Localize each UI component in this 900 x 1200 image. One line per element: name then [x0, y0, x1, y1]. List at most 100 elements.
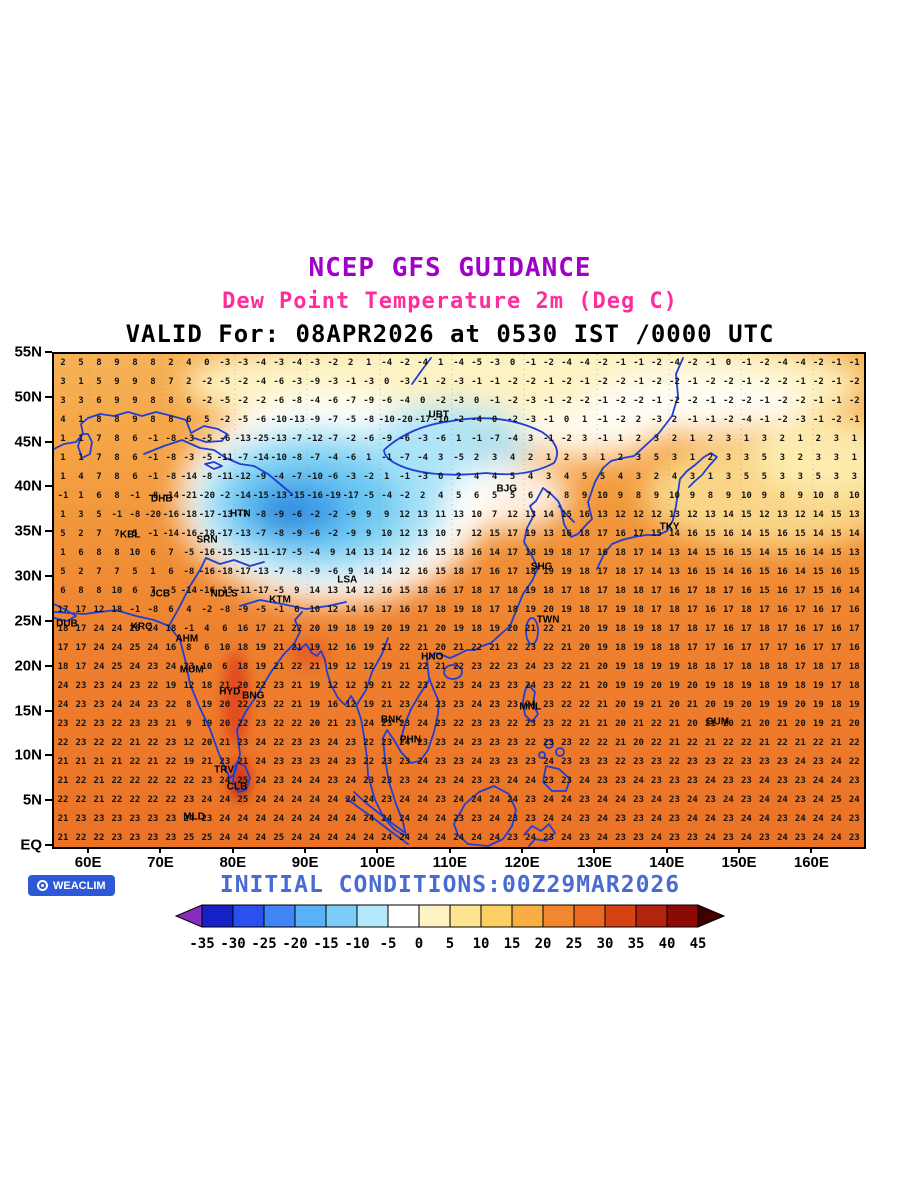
dewpoint-value: 6 — [96, 491, 102, 502]
dewpoint-value: 18 — [471, 586, 483, 597]
dewpoint-value: 3 — [725, 472, 732, 483]
x-axis-label: 140E — [649, 854, 685, 871]
dewpoint-value: -6 — [327, 396, 339, 407]
dewpoint-value: 6 — [168, 604, 174, 615]
dewpoint-value: -2 — [705, 377, 716, 388]
dewpoint-value: -4 — [291, 358, 303, 369]
dewpoint-value: 17 — [830, 642, 842, 653]
dewpoint-value: 24 — [471, 699, 483, 710]
dewpoint-value: 23 — [93, 813, 105, 824]
dewpoint-value: 24 — [255, 832, 267, 843]
dewpoint-value: -1 — [830, 377, 842, 388]
dewpoint-value: 9 — [653, 491, 660, 502]
dewpoint-value: 18 — [579, 604, 590, 615]
city-label: MLD — [183, 811, 205, 823]
colorbar-tick-label: 30 — [597, 936, 614, 952]
dewpoint-value: 16 — [776, 567, 788, 578]
dewpoint-value: 18 — [471, 623, 483, 634]
dewpoint-value: 2 — [455, 472, 462, 483]
dewpoint-value: 18 — [687, 623, 698, 634]
dewpoint-value: -8 — [165, 453, 177, 464]
dewpoint-value: -8 — [201, 472, 213, 483]
dewpoint-value: 22 — [291, 661, 303, 672]
dewpoint-value: 23 — [399, 718, 411, 729]
dewpoint-value: -2 — [615, 377, 626, 388]
dewpoint-value: 10 — [201, 661, 213, 672]
dewpoint-value: 23 — [399, 756, 411, 767]
dewpoint-value: 16 — [597, 548, 608, 559]
dewpoint-value: 3 — [527, 434, 534, 445]
dewpoint-value: 22 — [237, 699, 249, 710]
dewpoint-value: 23 — [273, 756, 285, 767]
dewpoint-value: 6 — [150, 548, 156, 559]
dewpoint-value: -2 — [345, 434, 357, 445]
dewpoint-value: -15 — [216, 586, 233, 597]
city-label: BJG — [496, 483, 518, 495]
dewpoint-value: -2 — [687, 358, 698, 369]
dewpoint-value: -5 — [201, 453, 213, 464]
dewpoint-value: -2 — [201, 604, 213, 615]
dewpoint-value: 13 — [363, 548, 375, 559]
dewpoint-value: 18 — [579, 529, 590, 540]
dewpoint-value: 0 — [491, 415, 498, 426]
dewpoint-value: 19 — [525, 529, 536, 540]
dewpoint-value: 0 — [563, 415, 570, 426]
dewpoint-value: 12 — [399, 510, 411, 521]
coastlines — [54, 357, 718, 847]
x-axis-label: 150E — [721, 854, 757, 871]
dewpoint-value: 21 — [291, 642, 303, 653]
dewpoint-value: 17 — [579, 548, 590, 559]
colorbar: -35 -30 -25 -20 -15 -10 -5 0 5 10 15 20 25 30 35 40 45 — [174, 904, 726, 954]
dewpoint-value: 23 — [111, 813, 123, 824]
dewpoint-value: 3 — [78, 396, 84, 407]
dewpoint-value: 19 — [363, 642, 375, 653]
dewpoint-value: 23 — [525, 642, 536, 653]
weaclim-badge: WEACLIM — [28, 875, 115, 896]
dewpoint-value: 23 — [435, 775, 447, 786]
dewpoint-value: 16 — [345, 642, 357, 653]
dewpoint-value: 7 — [455, 529, 462, 540]
y-axis-tick — [45, 709, 52, 712]
city-label: KTM — [269, 594, 291, 606]
dewpoint-value: 14 — [345, 586, 357, 597]
dewpoint-value: 5 — [581, 472, 588, 483]
dewpoint-value: -5 — [165, 586, 177, 597]
dewpoint-value: 21 — [669, 737, 680, 748]
colorbar-tick-label: -25 — [251, 936, 276, 952]
dewpoint-value: -3 — [309, 358, 321, 369]
dewpoint-value: 13 — [848, 510, 860, 521]
dewpoint-value: 22 — [75, 832, 87, 843]
dewpoint-value: 24 — [291, 775, 303, 786]
dewpoint-value: 1 — [743, 434, 750, 445]
dewpoint-value: 21 — [830, 737, 842, 748]
dewpoint-value: 19 — [543, 567, 554, 578]
x-axis-tick — [376, 847, 379, 853]
dewpoint-value: 4 — [186, 604, 192, 615]
dewpoint-value: 3 — [779, 472, 786, 483]
y-axis-tick — [45, 619, 52, 622]
dewpoint-value: 9 — [132, 377, 138, 388]
dewpoint-value: 24 — [453, 832, 465, 843]
dewpoint-value: 24 — [417, 718, 429, 729]
dewpoint-value: 18 — [57, 661, 69, 672]
dewpoint-value: 19 — [758, 699, 770, 710]
dewpoint-value: 23 — [75, 813, 87, 824]
dewpoint-value: 25 — [129, 623, 141, 634]
dewpoint-value: 5 — [204, 415, 210, 426]
dewpoint-value: -8 — [363, 415, 375, 426]
dewpoint-value: -8 — [165, 434, 177, 445]
dewpoint-value: 1 — [599, 453, 606, 464]
dewpoint-value: 6 — [78, 548, 84, 559]
dewpoint-value: -15 — [216, 548, 233, 559]
dewpoint-value: -1 — [147, 434, 159, 445]
dewpoint-value: 7 — [168, 377, 174, 388]
dewpoint-value: 22 — [848, 737, 860, 748]
dewpoint-value: 21 — [417, 623, 429, 634]
dewpoint-value: 16 — [489, 567, 501, 578]
dewpoint-value: 21 — [147, 756, 159, 767]
dewpoint-value: 21 — [327, 718, 339, 729]
dewpoint-value: -2 — [435, 377, 447, 388]
dewpoint-value: 24 — [705, 775, 716, 786]
dewpoint-value: 17 — [57, 642, 69, 653]
dewpoint-value: 20 — [579, 642, 590, 653]
